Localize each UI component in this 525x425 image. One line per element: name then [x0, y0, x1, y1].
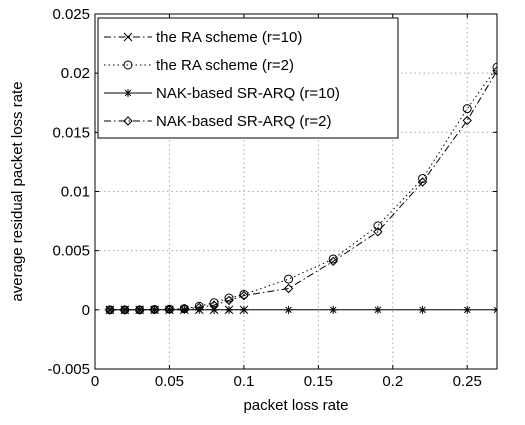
x-tick-label: 0 — [91, 373, 99, 390]
y-tick-label: 0.005 — [52, 243, 90, 260]
data-point — [492, 66, 497, 76]
y-tick-label: 0.01 — [61, 184, 90, 201]
data-point — [417, 177, 428, 187]
y-tick-label: 0.02 — [61, 65, 90, 82]
data-point — [180, 305, 189, 314]
data-point — [224, 293, 234, 303]
data-point — [492, 62, 497, 72]
x-tick-label: 0.05 — [155, 373, 184, 390]
legend-entry: NAK-based SR-ARQ (r=2) — [104, 113, 331, 130]
data-point — [105, 305, 115, 315]
legend-marker — [123, 116, 133, 126]
data-point — [283, 283, 294, 294]
data-point — [373, 227, 383, 237]
legend-box — [97, 17, 399, 139]
data-point — [239, 305, 248, 314]
data-point — [194, 302, 204, 313]
legend-label: the RA scheme (r=2) — [156, 57, 294, 74]
legend-marker — [123, 60, 133, 70]
legend-entry: the RA scheme (r=2) — [104, 57, 294, 74]
data-point — [239, 290, 249, 301]
data-point — [239, 289, 249, 299]
legend-label: NAK-based SR-ARQ (r=2) — [156, 113, 331, 130]
x-tick-label: 0.15 — [304, 373, 333, 390]
data-point — [284, 274, 294, 284]
data-point — [179, 304, 190, 314]
data-point — [329, 305, 338, 314]
legend-entry: the RA scheme (r=10) — [104, 29, 302, 46]
legend-entry: NAK-based SR-ARQ (r=10) — [104, 85, 340, 102]
axis-ticks — [94, 13, 497, 370]
data-point — [134, 305, 145, 315]
data-point — [195, 305, 204, 314]
data-point — [149, 304, 160, 315]
data-point — [209, 300, 219, 310]
y-tick-label: -0.005 — [47, 361, 90, 378]
y-axis-label: average residual packet loss rate — [9, 81, 26, 301]
data-point — [463, 305, 472, 314]
data-point — [328, 256, 338, 267]
y-tick-label: 0.015 — [52, 124, 90, 141]
x-tick-label: 0.25 — [453, 373, 482, 390]
data-point — [462, 115, 472, 126]
data-point — [284, 305, 293, 314]
data-point — [120, 305, 130, 315]
data-point — [105, 305, 114, 314]
series-4 — [105, 66, 497, 315]
legend-marker — [124, 89, 132, 97]
legend-label: NAK-based SR-ARQ (r=10) — [156, 85, 340, 102]
legend-marker — [123, 32, 133, 42]
x-tick-label: 0.1 — [233, 373, 254, 390]
data-point — [462, 104, 472, 114]
data-point — [373, 221, 383, 231]
data-point — [373, 305, 382, 314]
legend: the RA scheme (r=10) the RA scheme (r=2) N… — [97, 17, 399, 139]
data-point — [225, 305, 233, 314]
data-point — [210, 305, 219, 314]
data-point — [164, 304, 175, 315]
y-tick-label: 0.025 — [52, 6, 90, 23]
data-point — [418, 305, 427, 314]
x-axis-label: packet loss rate — [243, 397, 348, 414]
series-layer — [105, 62, 497, 315]
y-tick-label: 0 — [82, 302, 90, 319]
legend-label: the RA scheme (r=10) — [156, 29, 302, 46]
data-point — [224, 295, 234, 306]
x-tick-label: 0.2 — [382, 373, 403, 390]
series-line — [109, 70, 497, 311]
tick-labels: 0 0.05 0.1 0.15 0.2 0.25-0.00500.0050.010.015… — [47, 6, 481, 390]
